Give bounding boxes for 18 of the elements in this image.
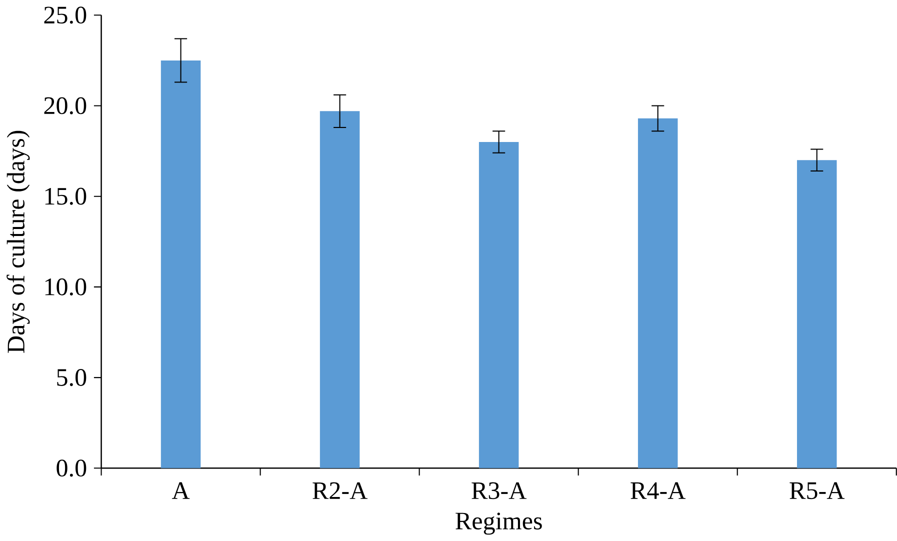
bar xyxy=(638,118,678,468)
y-tick-label: 0.0 xyxy=(56,459,86,477)
x-tick-label: R2-A xyxy=(312,482,368,499)
bar xyxy=(478,142,519,468)
bar xyxy=(160,60,201,468)
y-tick-label: 10.0 xyxy=(45,278,86,296)
bar xyxy=(320,111,360,468)
x-tick-label: R5-A xyxy=(790,482,845,499)
y-tick-label: 25.0 xyxy=(44,6,86,24)
x-tick-label: R3-A xyxy=(472,482,527,500)
y-tick-label: 15.0 xyxy=(45,188,86,205)
y-tick-label: 5.0 xyxy=(57,368,86,386)
x-tick-label: A xyxy=(172,482,190,499)
x-axis-title: Regimes xyxy=(456,512,542,535)
y-axis-title: Days of culture (days) xyxy=(6,130,30,353)
y-tick-label: 20.0 xyxy=(44,97,86,114)
bar xyxy=(796,160,837,468)
x-tick-label: R4-A xyxy=(630,482,686,499)
